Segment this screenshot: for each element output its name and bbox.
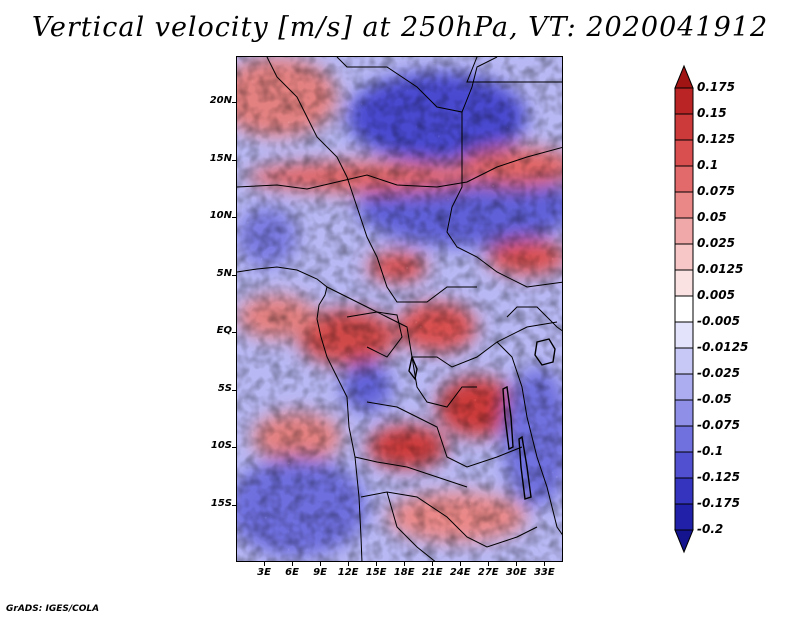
- lat-label: 15N: [209, 152, 232, 164]
- lon-tick: [432, 562, 434, 566]
- colorbar-label: 0.025: [697, 236, 735, 250]
- colorbar-label: -0.175: [697, 496, 740, 510]
- lon-label: 27E: [477, 567, 499, 578]
- grads-footer: GrADS: IGES/COLA: [6, 604, 100, 614]
- colorbar-box: [674, 243, 694, 271]
- plot-title: Vertical velocity [m/s] at 250hPa, VT: 2…: [31, 12, 769, 43]
- colorbar-box: [674, 87, 694, 115]
- colorbar-label: 0.05: [697, 210, 727, 224]
- lat-tick: [232, 332, 236, 333]
- colorbar-label: -0.1: [697, 444, 724, 458]
- colorbar-label: 0.15: [697, 106, 727, 120]
- colorbar-label: -0.2: [697, 522, 724, 536]
- lon-label: 30E: [505, 567, 527, 578]
- colorbar-box: [674, 399, 694, 427]
- lat-tick: [232, 504, 236, 506]
- colorbar-box: [674, 113, 694, 141]
- lon-label: 21E: [421, 567, 443, 578]
- lon-tick: [488, 562, 490, 566]
- colorbar-label: 0.005: [697, 288, 735, 302]
- colorbar-box: [674, 165, 694, 193]
- colorbar-bottom-triangle: [674, 529, 694, 554]
- lat-tick: [232, 274, 236, 276]
- colorbar-label: -0.025: [697, 366, 740, 380]
- colorbar-box: [674, 373, 694, 401]
- lon-label: 6E: [285, 567, 299, 578]
- colorbar-label: -0.075: [697, 418, 740, 432]
- velocity-field-map: [237, 57, 562, 561]
- lon-tick: [516, 562, 518, 566]
- map-panel: [236, 56, 563, 562]
- colorbar-box: [674, 451, 694, 479]
- colorbar-box: [674, 139, 694, 167]
- lon-tick: [264, 562, 266, 566]
- colorbar-box: [674, 295, 694, 323]
- lat-tick: [232, 102, 236, 103]
- colorbar-label: 0.1: [697, 158, 719, 172]
- colorbar-box: [674, 347, 694, 375]
- colorbar-box: [674, 191, 694, 219]
- colorbar-label: -0.0125: [697, 340, 749, 354]
- colorbar-box: [674, 425, 694, 453]
- colorbar-label: -0.05: [697, 392, 732, 406]
- lat-tick: [232, 389, 236, 391]
- lat-tick: [232, 159, 236, 161]
- noise-white: [237, 57, 562, 561]
- lat-label: EQ: [216, 325, 232, 336]
- lon-tick: [460, 562, 462, 566]
- lat-label: 5S: [217, 382, 232, 394]
- lat-label: 20N: [209, 95, 232, 106]
- lat-label: 15S: [210, 497, 232, 509]
- colorbar-label: -0.005: [697, 314, 740, 328]
- colorbar-box: [674, 217, 694, 245]
- colorbar-label: -0.125: [697, 470, 740, 484]
- colorbar-box: [674, 321, 694, 349]
- lon-label: 24E: [449, 567, 471, 578]
- lon-label: 12E: [337, 567, 359, 578]
- lon-label: 33E: [533, 567, 555, 578]
- lat-label: 10N: [209, 210, 232, 221]
- lon-tick: [320, 562, 322, 566]
- lat-label: 10S: [210, 440, 232, 451]
- colorbar-label: 0.125: [697, 132, 735, 146]
- colorbar-top-triangle: [674, 64, 694, 89]
- lat-tick: [232, 447, 236, 448]
- colorbar-label: 0.075: [697, 184, 735, 198]
- lon-tick: [348, 562, 350, 566]
- lon-tick: [544, 562, 546, 566]
- colorbar-box: [674, 503, 694, 531]
- lat-tick: [232, 217, 236, 218]
- colorbar-label: 0.0125: [697, 262, 744, 276]
- lat-label: 5N: [216, 267, 232, 279]
- lon-label: 18E: [393, 567, 415, 578]
- lon-tick: [404, 562, 406, 566]
- lon-tick: [292, 562, 294, 566]
- colorbar-box: [674, 477, 694, 505]
- lon-label: 3E: [257, 567, 271, 578]
- colorbar: [674, 64, 694, 554]
- lon-label: 15E: [365, 567, 387, 578]
- lon-label: 9E: [313, 567, 327, 578]
- lon-tick: [376, 562, 378, 566]
- colorbar-box: [674, 269, 694, 297]
- country-borders: [237, 57, 562, 561]
- lake-outlines: [408, 338, 556, 500]
- colorbar-label: 0.175: [697, 80, 735, 94]
